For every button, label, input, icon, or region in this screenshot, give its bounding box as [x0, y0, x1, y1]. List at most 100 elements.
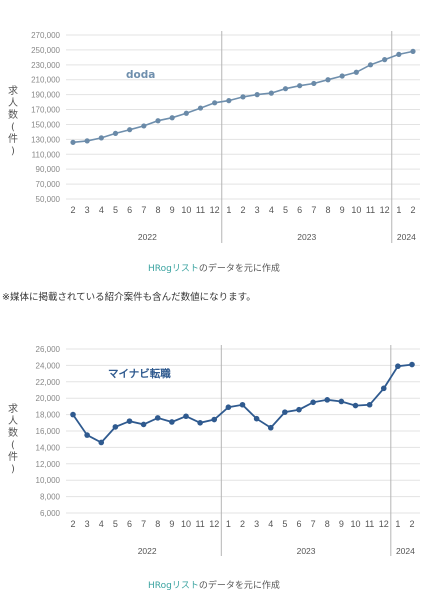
series-name-label: doda — [126, 69, 155, 81]
data-point — [226, 98, 232, 104]
x-tick-label: 4 — [99, 519, 104, 529]
x-tick-label: 1 — [226, 205, 231, 215]
y-tick-label: 12,000 — [36, 460, 61, 469]
data-point — [396, 51, 402, 57]
data-point — [253, 415, 260, 422]
x-tick-label: 11 — [365, 519, 374, 529]
data-point — [297, 83, 303, 89]
y-tick-label: 270,000 — [31, 31, 60, 40]
data-point — [282, 86, 289, 92]
data-point — [211, 416, 218, 423]
y-tick-label: 190,000 — [31, 91, 60, 100]
x-tick-label: 5 — [113, 205, 118, 215]
data-point — [212, 100, 218, 106]
x-tick-label: 3 — [255, 205, 260, 215]
data-point — [84, 138, 90, 144]
y-tick-label: 18,000 — [36, 411, 61, 420]
data-point — [268, 90, 274, 96]
y-tick-label: 230,000 — [31, 61, 60, 70]
year-label: 2023 — [297, 546, 316, 556]
data-point — [311, 80, 317, 87]
y-tick-label: 170,000 — [31, 106, 60, 115]
source-caption-mynavi: HRogリストのデータを元に作成 — [148, 578, 280, 591]
y-tick-label: 150,000 — [31, 120, 60, 129]
x-tick-label: 3 — [85, 519, 90, 529]
x-tick-label: 6 — [296, 519, 301, 529]
data-point — [112, 424, 119, 430]
data-point — [338, 398, 345, 405]
data-point — [126, 418, 133, 424]
y-tick-label: 26,000 — [36, 345, 61, 354]
data-point — [367, 62, 374, 68]
x-tick-label: 2 — [240, 519, 245, 529]
data-point — [325, 77, 331, 83]
y-tick-label: 16,000 — [36, 427, 61, 436]
x-tick-label: 4 — [268, 519, 273, 529]
x-tick-label: 2 — [240, 205, 245, 215]
x-tick-label: 3 — [254, 519, 259, 529]
year-label: 2022 — [138, 232, 157, 242]
data-point — [267, 424, 274, 431]
x-tick-label: 12 — [380, 205, 390, 215]
x-tick-label: 10 — [181, 519, 191, 529]
data-point — [154, 415, 161, 421]
y-tick-label: 70,000 — [36, 180, 61, 189]
source-caption-doda: HRogリストのデータを元に作成 — [148, 261, 280, 274]
x-tick-label: 12 — [379, 519, 389, 529]
y-tick-label: 50,000 — [36, 195, 61, 204]
x-tick-label: 2 — [70, 205, 75, 215]
data-point — [366, 401, 373, 408]
data-point — [70, 411, 76, 418]
data-point — [183, 110, 189, 116]
data-point — [70, 139, 76, 145]
data-point — [254, 92, 260, 98]
x-tick-label: 6 — [127, 205, 132, 215]
x-tick-label: 8 — [155, 519, 160, 529]
x-tick-label: 2 — [410, 205, 415, 215]
data-point — [310, 399, 316, 406]
x-tick-label: 9 — [340, 205, 345, 215]
y-tick-label: 110,000 — [32, 150, 61, 159]
x-tick-label: 1 — [396, 205, 401, 215]
data-point — [169, 419, 175, 425]
data-point — [296, 406, 302, 413]
data-point — [84, 432, 90, 438]
source-suffix: のデータを元に作成 — [198, 581, 280, 591]
year-label: 2022 — [138, 546, 157, 556]
x-tick-label: 1 — [395, 519, 400, 529]
x-tick-label: 9 — [169, 519, 174, 529]
data-point — [409, 361, 415, 368]
y-tick-label: 24,000 — [36, 361, 61, 370]
x-tick-label: 7 — [311, 519, 316, 529]
y-tick-label: 20,000 — [36, 394, 61, 403]
source-name[interactable]: HRogリスト — [148, 581, 199, 591]
y-tick-label: 14,000 — [36, 443, 61, 452]
y-tick-label: 250,000 — [31, 46, 60, 55]
x-tick-label: 12 — [210, 205, 220, 215]
data-point — [197, 105, 204, 111]
x-tick-label: 10 — [350, 519, 360, 529]
x-tick-label: 8 — [325, 519, 330, 529]
mynavi-chart: 6,000 8,000 10,000 12,000 14,000 16,000 18,000… — [36, 345, 420, 556]
x-tick-label: 7 — [311, 205, 316, 215]
y-tick-label: 10,000 — [36, 476, 61, 485]
data-point — [155, 118, 161, 124]
x-tick-label: 10 — [351, 205, 361, 215]
data-point — [282, 409, 288, 415]
data-point — [240, 94, 246, 100]
x-tick-label: 2 — [409, 519, 414, 529]
x-tick-label: 9 — [170, 205, 175, 215]
y-tick-label: 8,000 — [40, 493, 61, 502]
data-point — [141, 123, 147, 129]
data-point — [324, 397, 331, 403]
source-name[interactable]: HRogリスト — [148, 264, 199, 274]
data-point — [112, 130, 119, 136]
data-point — [380, 385, 387, 392]
data-point — [183, 413, 189, 420]
x-tick-label: 8 — [155, 205, 160, 215]
data-point — [382, 57, 388, 63]
footnote: ※媒体に掲載されている紹介案件も含んだ数値になります。 — [2, 292, 256, 303]
data-point — [98, 135, 104, 141]
x-tick-label: 2 — [70, 519, 75, 529]
x-tick-label: 9 — [339, 519, 344, 529]
